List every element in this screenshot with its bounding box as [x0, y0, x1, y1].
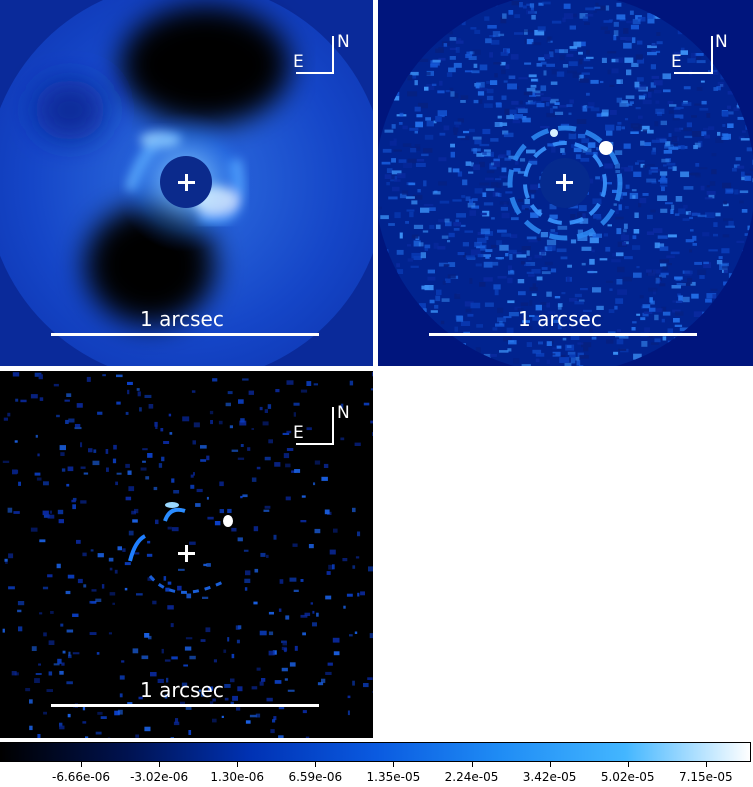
scale-bar-label: 1 arcsec — [140, 307, 224, 331]
compass-north-label: N — [337, 32, 350, 52]
colorbar-tick — [81, 762, 82, 767]
star-position-cross-vertical — [563, 174, 566, 191]
compass-north-arrow — [711, 36, 713, 74]
colorbar-tick-label: 5.02e-05 — [600, 770, 655, 784]
colorbar-tick-label: -6.66e-06 — [51, 770, 111, 784]
colorbar-tick-label: 2.24e-05 — [444, 770, 499, 784]
colorbar-tick-label: 6.59e-06 — [288, 770, 343, 784]
colorbar-tick-label: 7.15e-05 — [678, 770, 733, 784]
compass-east-label: E — [671, 52, 682, 72]
image-panel-total-intensity: N E 1 arcsec — [0, 0, 373, 366]
compass-north-arrow — [332, 407, 334, 445]
scale-bar — [429, 333, 697, 336]
compass-east-label: E — [293, 423, 304, 443]
colorbar-tick — [627, 762, 629, 767]
compass-east-arrow — [674, 72, 713, 74]
colorbar-tick — [315, 762, 317, 767]
compass-east-label: E — [293, 52, 304, 72]
star-position-cross-vertical — [185, 174, 188, 191]
scale-bar — [51, 333, 319, 336]
scale-bar-label: 1 arcsec — [518, 307, 602, 331]
scale-bar-label: 1 arcsec — [140, 678, 224, 702]
colorbar-tick — [471, 762, 473, 767]
colorbar-tick — [549, 762, 551, 767]
image-panel-processed: N E 1 arcsec — [378, 0, 753, 366]
colorbar-tick — [237, 762, 239, 767]
colorbar-tick — [393, 762, 395, 767]
colorbar-tick-label: 1.35e-05 — [366, 770, 421, 784]
star-position-cross-vertical — [185, 545, 188, 562]
compass-east-arrow — [296, 443, 334, 445]
colorbar-tick — [705, 762, 707, 767]
image-panel-thresholded: N E 1 arcsec — [0, 371, 373, 738]
compass-north-label: N — [715, 32, 728, 52]
colorbar-tick-label: 3.42e-05 — [522, 770, 577, 784]
compass-north-arrow — [332, 36, 334, 74]
compass-north-label: N — [337, 403, 350, 423]
colorbar — [0, 742, 751, 762]
colorbar-tick-label: 1.30e-06 — [210, 770, 265, 784]
compass-east-arrow — [296, 72, 334, 74]
scale-bar — [51, 704, 319, 707]
colorbar-tick-label: -3.02e-06 — [130, 770, 189, 784]
colorbar-tick — [159, 762, 161, 767]
